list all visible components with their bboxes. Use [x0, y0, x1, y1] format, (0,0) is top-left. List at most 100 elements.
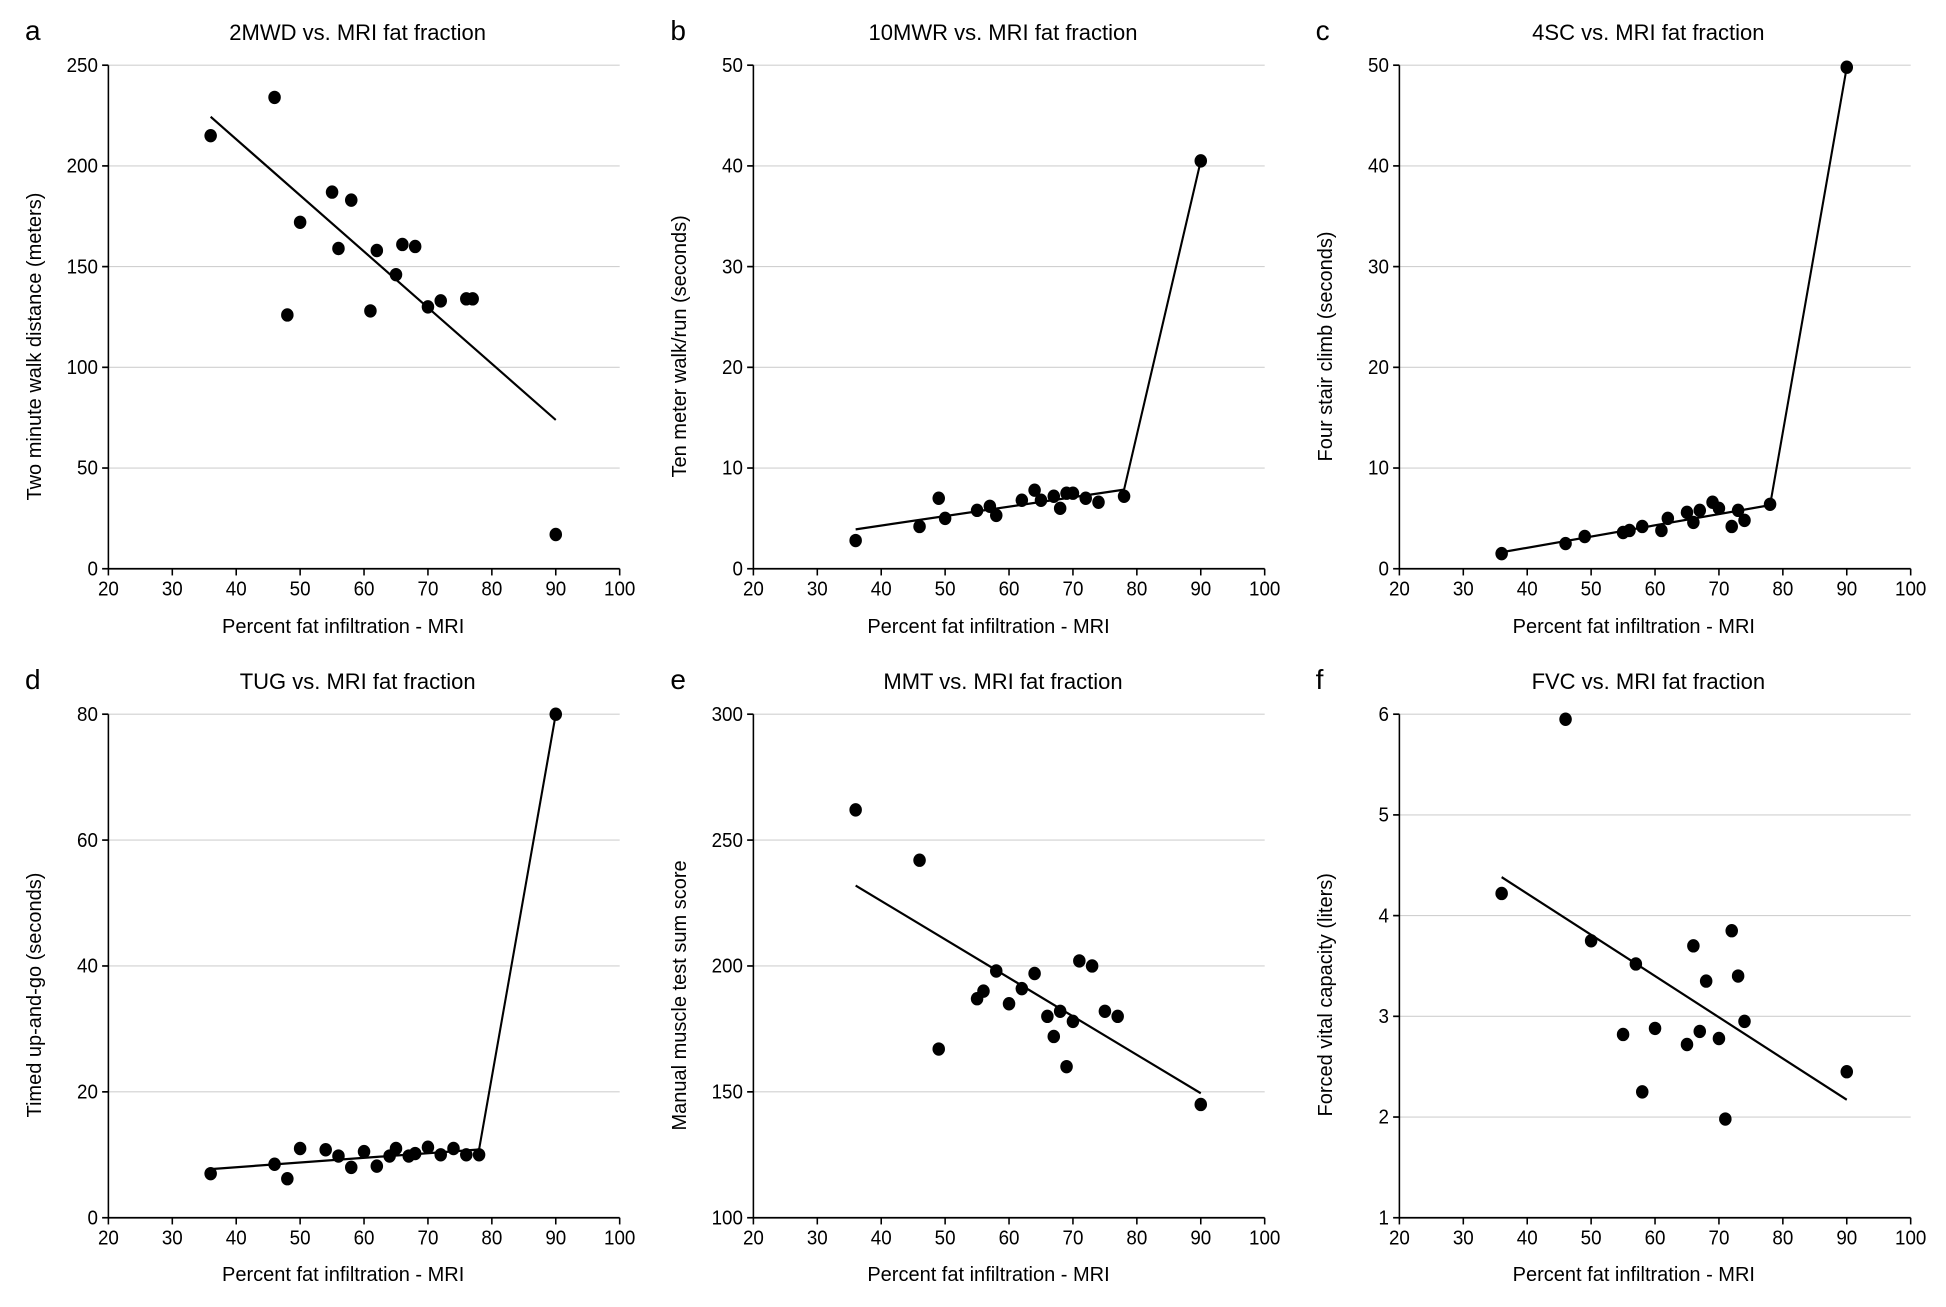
svg-text:40: 40 [1516, 578, 1537, 601]
svg-text:70: 70 [1063, 1227, 1084, 1250]
plot-area: 2030405060708090100050100150200250 [51, 54, 635, 614]
svg-text:300: 300 [712, 703, 743, 726]
svg-text:80: 80 [1772, 1227, 1793, 1250]
panel-title: 4SC vs. MRI fat fraction [1311, 20, 1926, 46]
svg-text:100: 100 [1895, 578, 1926, 601]
svg-text:70: 70 [418, 1227, 439, 1250]
plot-wrap: Ten meter walk/run (seconds)203040506070… [665, 54, 1280, 639]
panel-letter: f [1316, 664, 1324, 696]
scatter-panel-c: c4SC vs. MRI fat fractionFour stair clim… [1311, 20, 1926, 639]
scatter-panel-e: eMMT vs. MRI fat fractionManual muscle t… [665, 669, 1280, 1288]
scatter-plot: 2030405060708090100100150200250300 [696, 703, 1280, 1263]
scatter-panel-f: fFVC vs. MRI fat fractionForced vital ca… [1311, 669, 1926, 1288]
svg-text:40: 40 [226, 578, 247, 601]
scatter-plot: 203040506070809010001020304050 [1342, 54, 1926, 614]
x-axis-label: Percent fat infiltration - MRI [51, 616, 635, 639]
panel-grid: a2MWD vs. MRI fat fractionTwo minute wal… [20, 20, 1926, 1287]
svg-text:40: 40 [1368, 155, 1389, 178]
panel-title: 10MWR vs. MRI fat fraction [665, 20, 1280, 46]
svg-text:20: 20 [722, 356, 743, 379]
panel-title: MMT vs. MRI fat fraction [665, 669, 1280, 695]
svg-text:100: 100 [1895, 1227, 1926, 1250]
svg-text:90: 90 [545, 578, 566, 601]
svg-text:30: 30 [1453, 1227, 1474, 1250]
svg-text:80: 80 [77, 703, 98, 726]
scatter-plot: 2030405060708090100123456 [1342, 703, 1926, 1263]
svg-text:0: 0 [88, 558, 99, 581]
scatter-panel-a: a2MWD vs. MRI fat fractionTwo minute wal… [20, 20, 635, 639]
svg-text:50: 50 [1580, 1227, 1601, 1250]
svg-text:50: 50 [290, 1227, 311, 1250]
y-axis-label: Ten meter walk/run (seconds) [665, 54, 696, 639]
y-axis-label: Four stair climb (seconds) [1311, 54, 1342, 639]
svg-text:80: 80 [1127, 1227, 1148, 1250]
svg-text:20: 20 [1389, 1227, 1410, 1250]
x-axis-label: Percent fat infiltration - MRI [696, 616, 1280, 639]
panel-letter: b [670, 15, 686, 47]
svg-text:20: 20 [1368, 356, 1389, 379]
svg-text:150: 150 [67, 256, 98, 279]
scatter-plot: 203040506070809010001020304050 [696, 54, 1280, 614]
plot-wrap: Forced vital capacity (liters) 20 30 40 50 60… [1311, 703, 1926, 1288]
x-axis-label: Percent fat infiltration - MRI [1342, 616, 1926, 639]
svg-text:90: 90 [545, 1227, 566, 1250]
svg-text:6: 6 [1378, 703, 1388, 726]
panel-title: FVC vs. MRI fat fraction [1311, 669, 1926, 695]
panel-title: TUG vs. MRI fat fraction [20, 669, 635, 695]
svg-text:40: 40 [226, 1227, 247, 1250]
plot-area: 203040506070809010001020304050 [1342, 54, 1926, 614]
plot-wrap: Manual muscle test sum score203040506070… [665, 703, 1280, 1288]
svg-text:50: 50 [1580, 578, 1601, 601]
svg-text:3: 3 [1378, 1005, 1388, 1028]
svg-text:30: 30 [807, 1227, 828, 1250]
svg-text:40: 40 [77, 955, 98, 978]
svg-text:40: 40 [871, 1227, 892, 1250]
svg-text:40: 40 [1516, 1227, 1537, 1250]
y-axis-label: Forced vital capacity (liters) [1311, 703, 1342, 1288]
svg-text:100: 100 [1249, 578, 1280, 601]
plot-area: 2030405060708090100123456 [1342, 703, 1926, 1263]
plot-area: 2030405060708090100020406080 [51, 703, 635, 1263]
svg-text:150: 150 [712, 1080, 743, 1103]
y-axis-label: Manual muscle test sum score [665, 703, 696, 1288]
svg-text:70: 70 [1708, 1227, 1729, 1250]
panel-title: 2MWD vs. MRI fat fraction [20, 20, 635, 46]
plot-wrap: Timed up-and-go (seconds)203040506070809… [20, 703, 635, 1288]
svg-text:60: 60 [1644, 578, 1665, 601]
svg-text:30: 30 [162, 1227, 183, 1250]
svg-text:70: 70 [1708, 578, 1729, 601]
svg-text:10: 10 [722, 457, 743, 480]
svg-text:100: 100 [1249, 1227, 1280, 1250]
svg-text:60: 60 [1644, 1227, 1665, 1250]
svg-text:50: 50 [722, 54, 743, 77]
svg-text:90: 90 [1191, 1227, 1212, 1250]
svg-text:50: 50 [1368, 54, 1389, 77]
svg-text:50: 50 [935, 578, 956, 601]
svg-text:20: 20 [98, 578, 119, 601]
svg-text:80: 80 [481, 1227, 502, 1250]
svg-text:100: 100 [67, 356, 98, 379]
svg-text:70: 70 [418, 578, 439, 601]
svg-text:80: 80 [481, 578, 502, 601]
svg-text:20: 20 [77, 1080, 98, 1103]
panel-letter: e [670, 664, 686, 696]
svg-text:10: 10 [1368, 457, 1389, 480]
svg-text:30: 30 [1368, 256, 1389, 279]
svg-text:50: 50 [77, 457, 98, 480]
svg-text:4: 4 [1378, 904, 1389, 927]
svg-text:20: 20 [1389, 578, 1410, 601]
plot-area: 203040506070809010001020304050 [696, 54, 1280, 614]
svg-text:80: 80 [1127, 578, 1148, 601]
svg-text:30: 30 [162, 578, 183, 601]
svg-text:30: 30 [807, 578, 828, 601]
svg-text:90: 90 [1836, 1227, 1857, 1250]
panel-letter: a [25, 15, 41, 47]
scatter-plot: 2030405060708090100020406080 [51, 703, 635, 1263]
svg-text:20: 20 [98, 1227, 119, 1250]
svg-text:60: 60 [354, 578, 375, 601]
svg-text:5: 5 [1378, 804, 1389, 827]
x-axis-label: Percent fat infiltration - MRI [696, 1264, 1280, 1287]
svg-text:100: 100 [604, 1227, 635, 1250]
svg-text:250: 250 [712, 829, 743, 852]
svg-text:0: 0 [733, 558, 744, 581]
